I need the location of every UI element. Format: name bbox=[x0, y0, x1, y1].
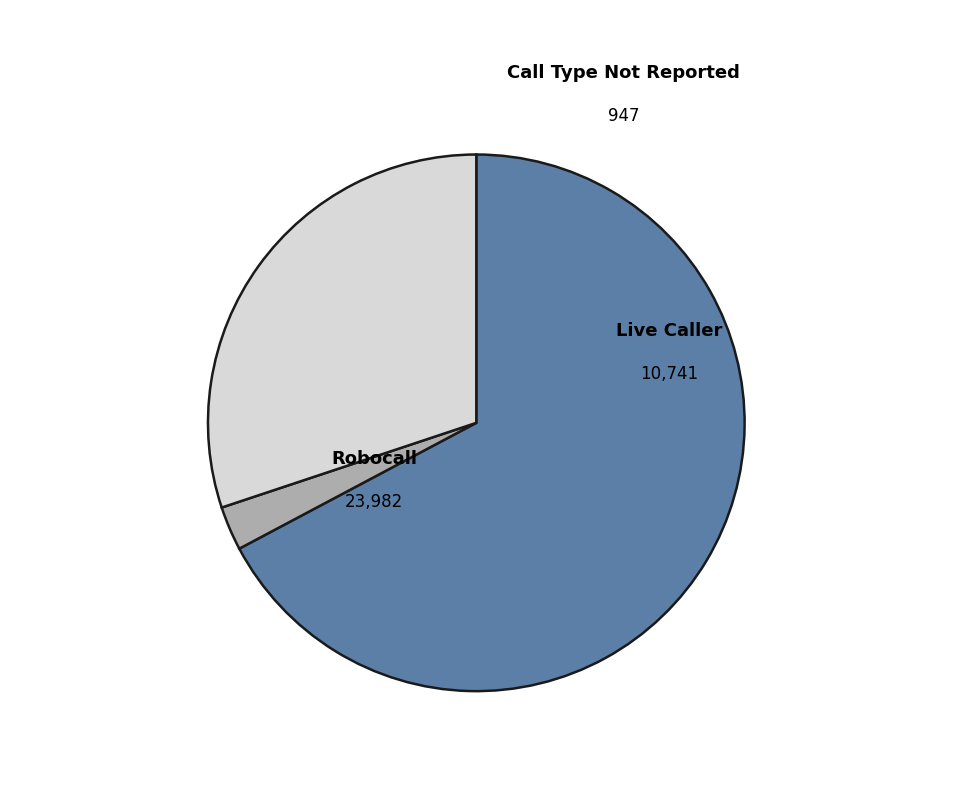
Text: 23,982: 23,982 bbox=[345, 493, 404, 512]
Text: Robocall: Robocall bbox=[331, 451, 417, 468]
Wedge shape bbox=[240, 154, 745, 691]
Wedge shape bbox=[208, 154, 476, 508]
Text: Live Caller: Live Caller bbox=[616, 322, 723, 340]
Text: 10,741: 10,741 bbox=[640, 364, 698, 383]
Text: Call Type Not Reported: Call Type Not Reported bbox=[507, 64, 740, 82]
Text: 947: 947 bbox=[609, 107, 639, 125]
Wedge shape bbox=[222, 423, 476, 549]
